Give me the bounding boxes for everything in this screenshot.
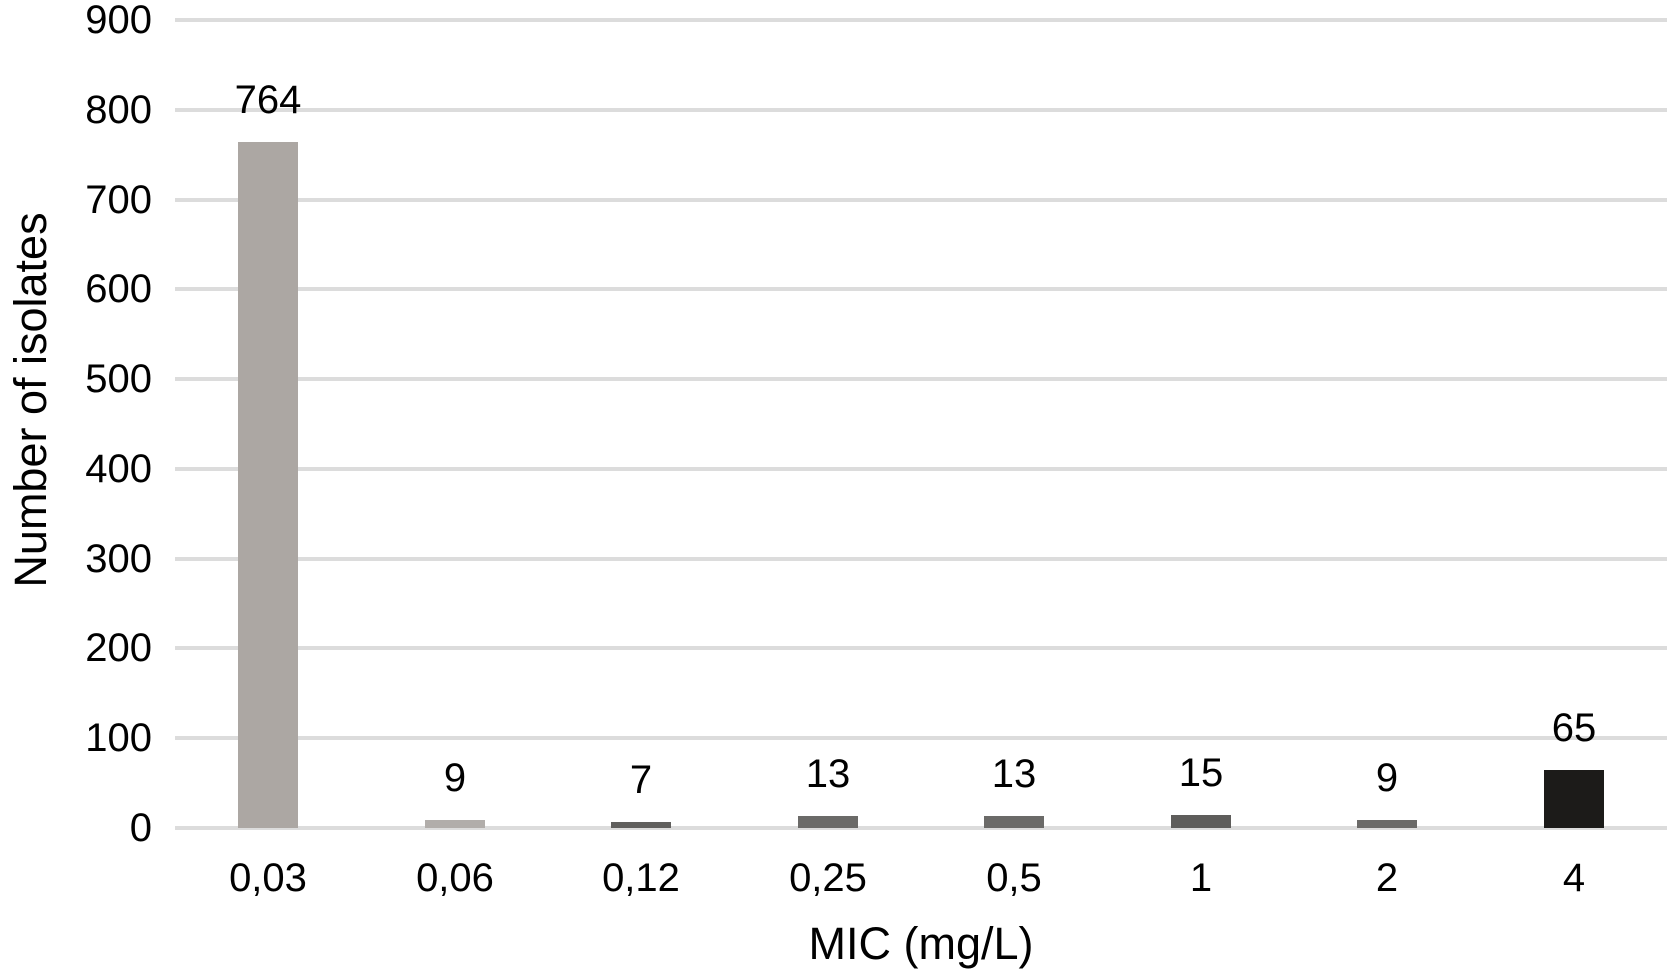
bar (984, 816, 1044, 828)
x-tick-label: 2 (1375, 856, 1399, 900)
y-tick-label: 700 (85, 177, 152, 222)
bar-value-label: 9 (1375, 756, 1399, 800)
gridline (175, 377, 1667, 382)
y-tick-label: 100 (85, 716, 152, 761)
bar (611, 822, 671, 828)
bar-value-label: 13 (991, 752, 1037, 796)
y-tick-label: 900 (85, 0, 152, 42)
bar-value-label: 9 (443, 756, 467, 800)
bar (238, 142, 298, 828)
plot-area: 764 9 7 13 13 15 9 65 (175, 18, 1667, 830)
x-axis-title: MIC (mg/L) (808, 918, 1034, 969)
gridline (175, 107, 1667, 112)
x-tick-label: 0,03 (229, 856, 307, 900)
x-tick-label: 1 (1189, 856, 1213, 900)
gridline (175, 556, 1667, 561)
y-tick-label: 300 (85, 536, 152, 581)
bar-value-label: 13 (805, 752, 851, 796)
y-tick-label: 800 (85, 87, 152, 132)
bar-value-label: 65 (1551, 706, 1597, 750)
y-tick-label: 0 (129, 806, 152, 850)
y-axis-tick-labels: 0 100 200 300 400 500 600 700 800 900 (0, 0, 152, 848)
y-tick-label: 500 (85, 357, 152, 402)
y-tick-label: 200 (85, 626, 152, 671)
x-axis-tick-labels: 0,03 0,06 0,12 0,25 0,5 1 2 4 (175, 856, 1667, 906)
bar (1544, 770, 1604, 828)
gridline (175, 18, 1667, 22)
bar (1357, 820, 1417, 828)
gridline (175, 646, 1667, 651)
gridline (175, 826, 1667, 830)
bar-value-label: 7 (629, 758, 653, 802)
gridline (175, 736, 1667, 741)
bar (798, 816, 858, 828)
x-tick-label: 0,12 (602, 856, 680, 900)
gridline (175, 197, 1667, 202)
y-tick-label: 400 (85, 446, 152, 491)
bar-value-label: 15 (1178, 751, 1224, 795)
bar-value-label: 764 (234, 78, 302, 122)
bar (1171, 815, 1231, 828)
bar (425, 820, 485, 828)
x-tick-label: 0,06 (416, 856, 494, 900)
gridline (175, 287, 1667, 292)
gridline (175, 466, 1667, 471)
x-tick-label: 0,25 (789, 856, 867, 900)
x-tick-label: 0,5 (986, 856, 1042, 900)
y-tick-label: 600 (85, 267, 152, 312)
x-tick-label: 4 (1562, 856, 1586, 900)
